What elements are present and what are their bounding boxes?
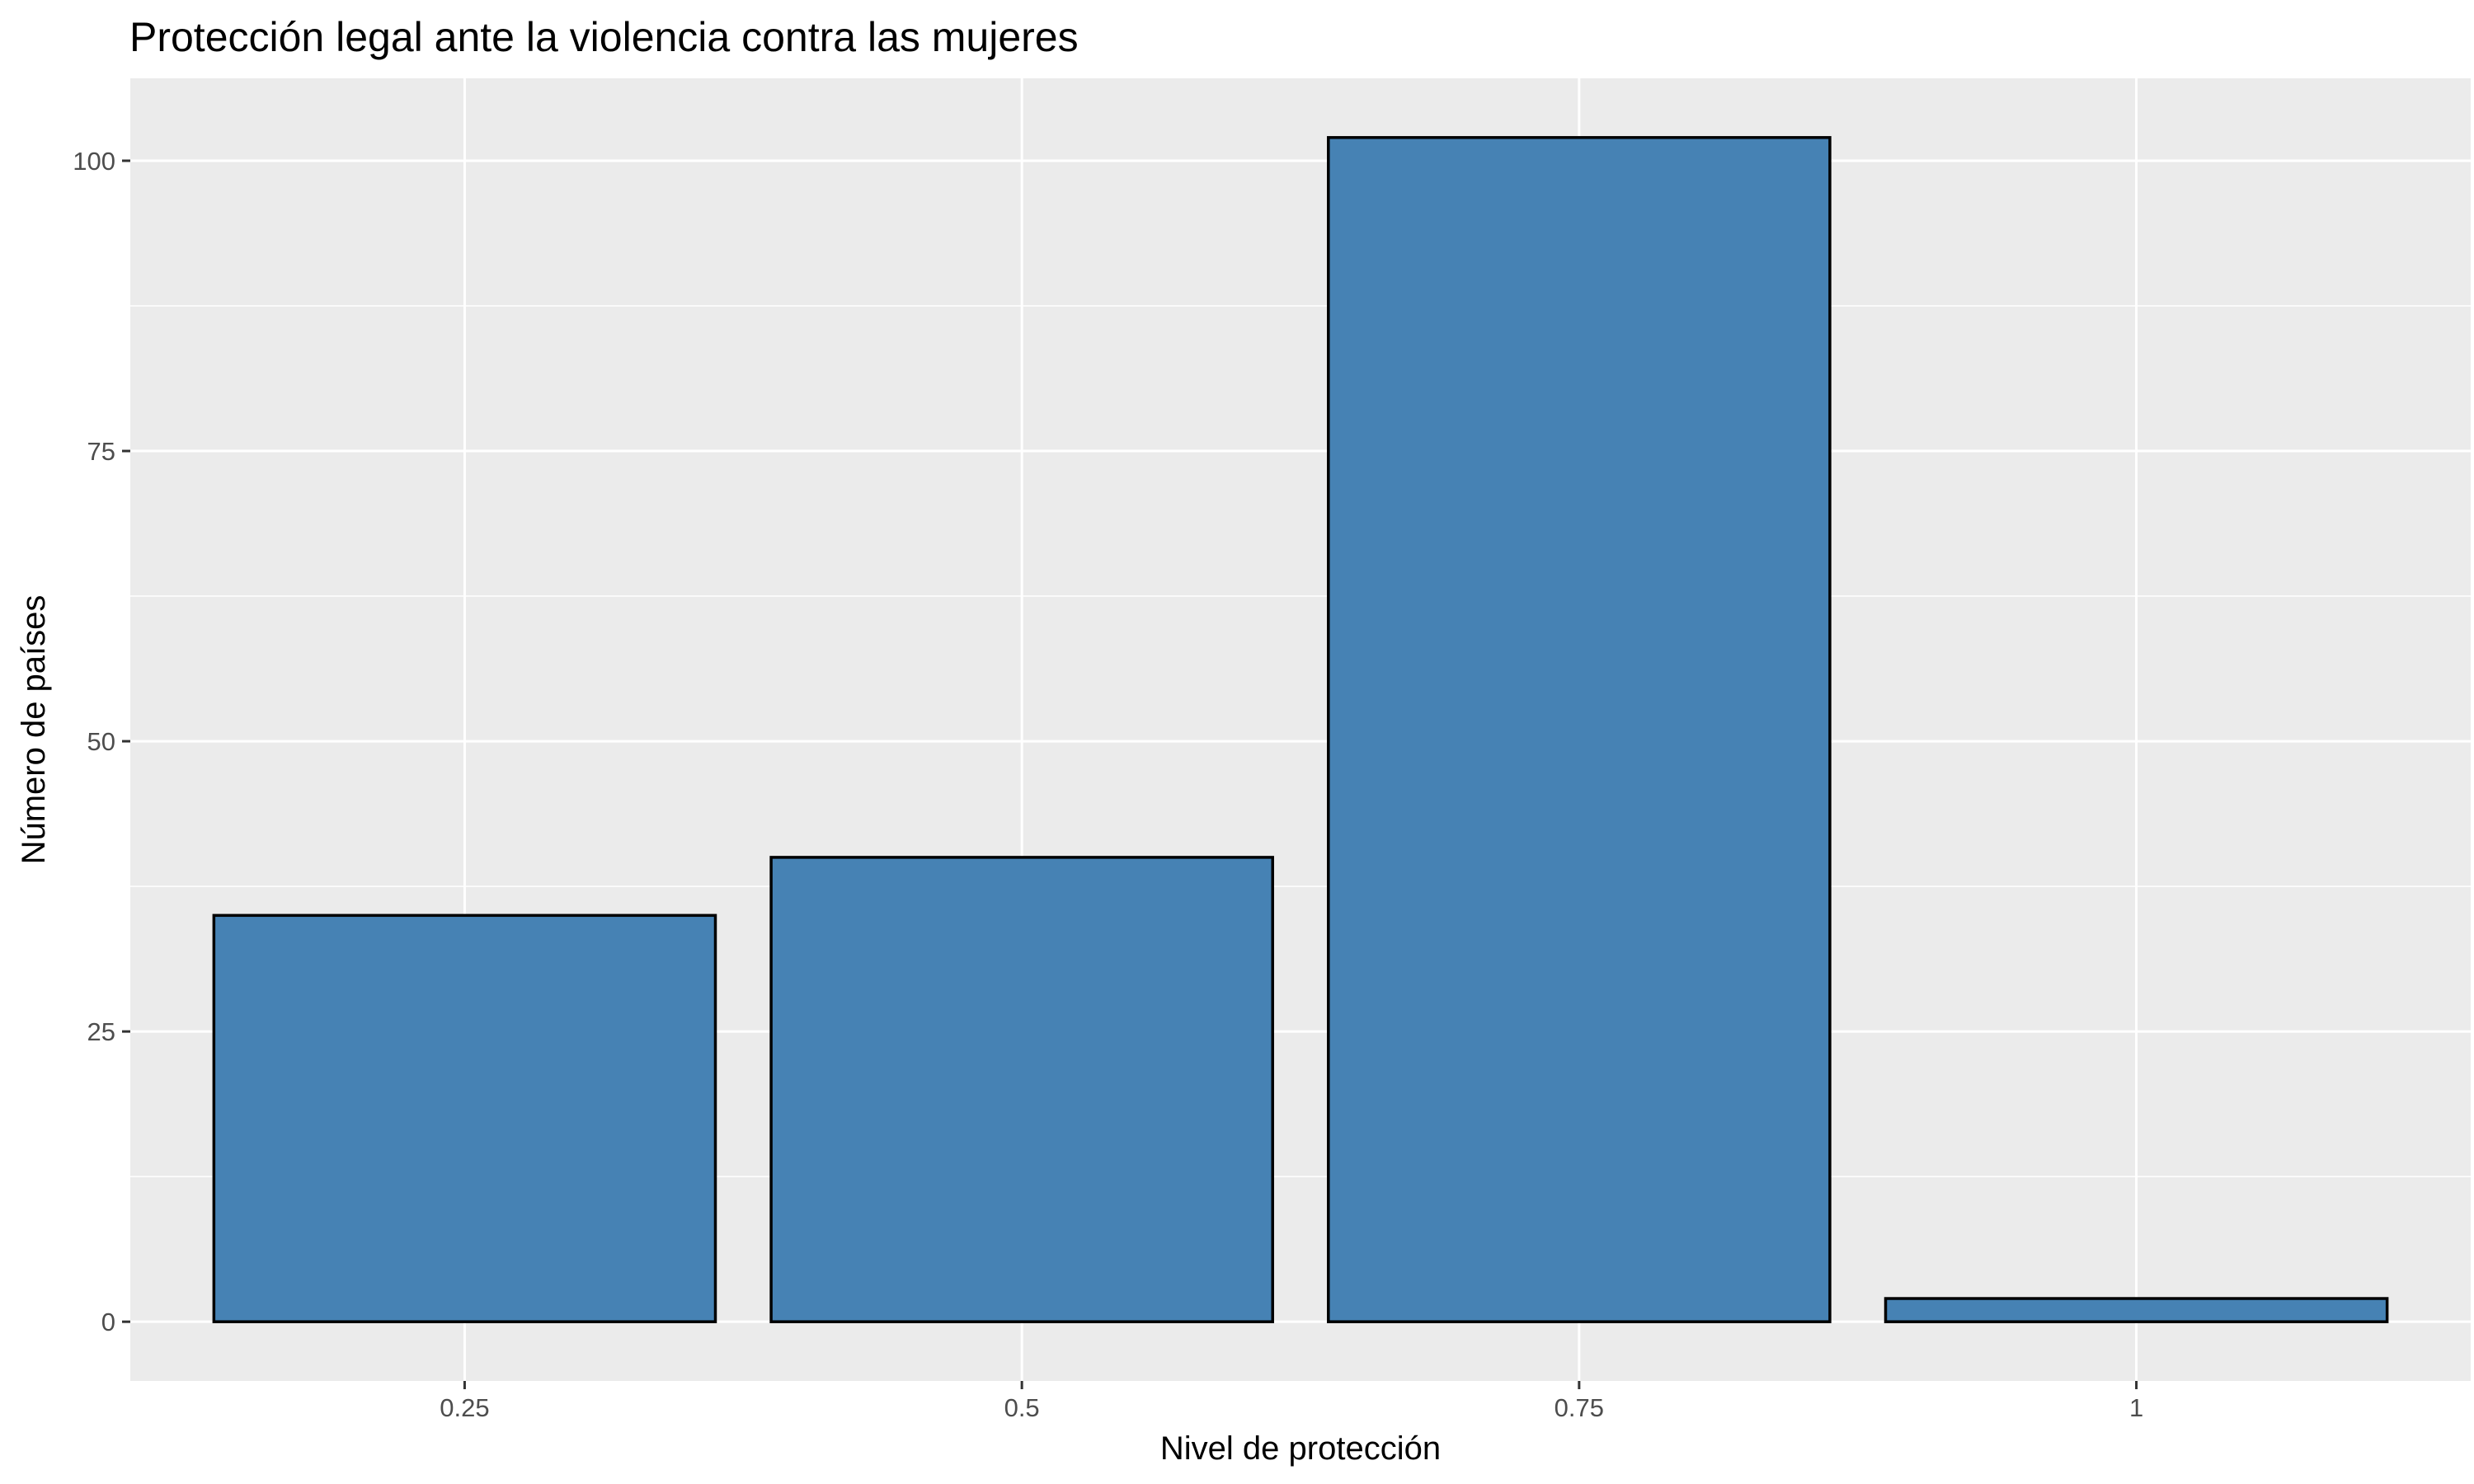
x-axis-title: Nivel de protección — [1160, 1430, 1441, 1467]
y-tick-label: 25 — [87, 1017, 115, 1046]
bars — [212, 136, 2389, 1323]
bar-0_75 — [1327, 136, 1832, 1323]
y-axis-title: Número de países — [16, 595, 52, 865]
y-tick-label: 75 — [87, 437, 115, 466]
y-tick-label: 0 — [101, 1308, 115, 1336]
x-tick-label: 1 — [2129, 1393, 2143, 1422]
y-tick-label: 100 — [73, 147, 115, 176]
x-axis: 0.25 0.5 0.75 1 — [440, 1381, 2143, 1422]
x-tick-label: 0.75 — [1554, 1393, 1604, 1422]
bar-0_25 — [212, 913, 717, 1323]
y-tick-label: 50 — [87, 727, 115, 756]
y-axis: 0 25 50 75 100 — [73, 147, 130, 1336]
x-tick-label: 0.25 — [440, 1393, 489, 1422]
x-tick-label: 0.5 — [1004, 1393, 1040, 1422]
bar-0_5 — [769, 856, 1274, 1323]
chart-title: Protección legal ante la violencia contr… — [129, 14, 1079, 60]
bar-1 — [1884, 1297, 2389, 1323]
